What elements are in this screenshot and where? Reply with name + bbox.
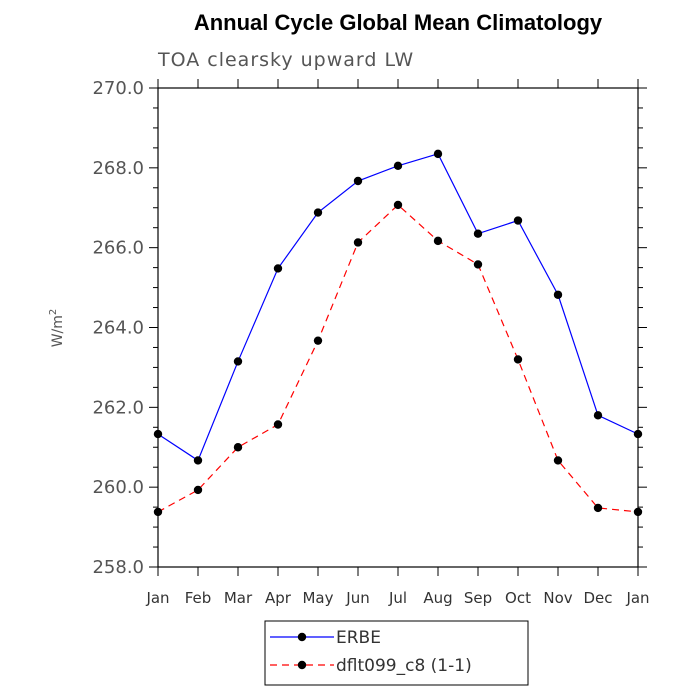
series-0-point bbox=[553, 290, 563, 299]
series-line-0 bbox=[157, 153, 639, 462]
x-tick-label: Nov bbox=[543, 589, 572, 607]
series-0-point bbox=[233, 357, 243, 366]
y-axis-label-superscript: 2 bbox=[48, 309, 59, 315]
y-tick-label: 270.0 bbox=[92, 78, 144, 99]
series-0-point bbox=[633, 429, 643, 439]
series-0-point bbox=[473, 229, 483, 238]
series-0-point bbox=[393, 161, 403, 171]
series-0-point bbox=[273, 264, 283, 273]
legend-erbe-label: ERBE bbox=[336, 628, 381, 648]
series-1-point bbox=[593, 503, 603, 513]
x-tick-label: Apr bbox=[265, 589, 292, 607]
y-axis-label: W/m2 bbox=[48, 309, 66, 348]
legend-model-marker bbox=[297, 660, 307, 670]
y-tick-label: 266.0 bbox=[92, 238, 144, 259]
series-0-point bbox=[513, 216, 523, 225]
y-tick-label: 260.0 bbox=[92, 477, 144, 498]
series-1-point bbox=[553, 456, 563, 465]
legend-model-label: dflt099_c8 (1-1) bbox=[336, 656, 472, 676]
x-tick-label: Aug bbox=[423, 589, 452, 607]
legend-erbe-marker bbox=[297, 632, 307, 642]
chart-subtitle: TOA clearsky upward LW bbox=[157, 49, 414, 71]
x-tick-label: Sep bbox=[464, 589, 492, 607]
series-1-point bbox=[233, 443, 243, 452]
x-tick-label: Feb bbox=[185, 589, 212, 607]
y-tick-label: 268.0 bbox=[92, 158, 144, 179]
y-axis-label-text: W/m bbox=[50, 315, 66, 347]
x-tick-label: Jan bbox=[145, 589, 169, 607]
x-tick-label: May bbox=[302, 589, 333, 607]
series-1-point bbox=[433, 236, 443, 246]
x-axis-ticks: Jan Feb Mar Apr May Jun Jul Aug Sep Oct Nov Dec Jan bbox=[145, 79, 650, 607]
y-tick-label: 258.0 bbox=[92, 557, 144, 578]
x-tick-label: Mar bbox=[224, 589, 253, 607]
series-1-point bbox=[473, 260, 483, 269]
series-line-1 bbox=[157, 204, 639, 513]
series-1-point bbox=[193, 485, 203, 495]
legend-box bbox=[264, 620, 529, 686]
series-1-point bbox=[153, 507, 163, 517]
x-tick-label: Dec bbox=[583, 589, 612, 607]
series-0-point bbox=[313, 208, 323, 217]
series-0-point bbox=[433, 149, 443, 159]
x-tick-label: Jul bbox=[388, 589, 407, 607]
series-1-point bbox=[313, 336, 323, 345]
y-axis-ticks: 258.0 260.0 262.0 264.0 266.0 268.0 270.0 bbox=[92, 78, 647, 578]
chart-title: Annual Cycle Global Mean Climatology bbox=[194, 10, 603, 35]
x-tick-label: Oct bbox=[505, 589, 531, 607]
series-1-point bbox=[513, 355, 523, 364]
legend: ERBE dflt099_c8 (1-1) bbox=[264, 620, 529, 686]
series-1-point bbox=[633, 507, 643, 517]
series-1-point bbox=[353, 238, 363, 247]
series-0-point bbox=[353, 176, 363, 186]
y-tick-label: 264.0 bbox=[92, 318, 144, 339]
x-tick-label: Jan bbox=[625, 589, 649, 607]
plot-frame bbox=[157, 87, 639, 568]
y-tick-label: 262.0 bbox=[92, 397, 144, 418]
series-0-point bbox=[193, 456, 203, 465]
series-1-point bbox=[393, 200, 403, 210]
series-0-point bbox=[153, 429, 163, 439]
series-0-point bbox=[593, 411, 603, 420]
series-1-point bbox=[273, 420, 283, 429]
x-tick-label: Jun bbox=[345, 589, 369, 607]
series-layer bbox=[153, 149, 643, 517]
